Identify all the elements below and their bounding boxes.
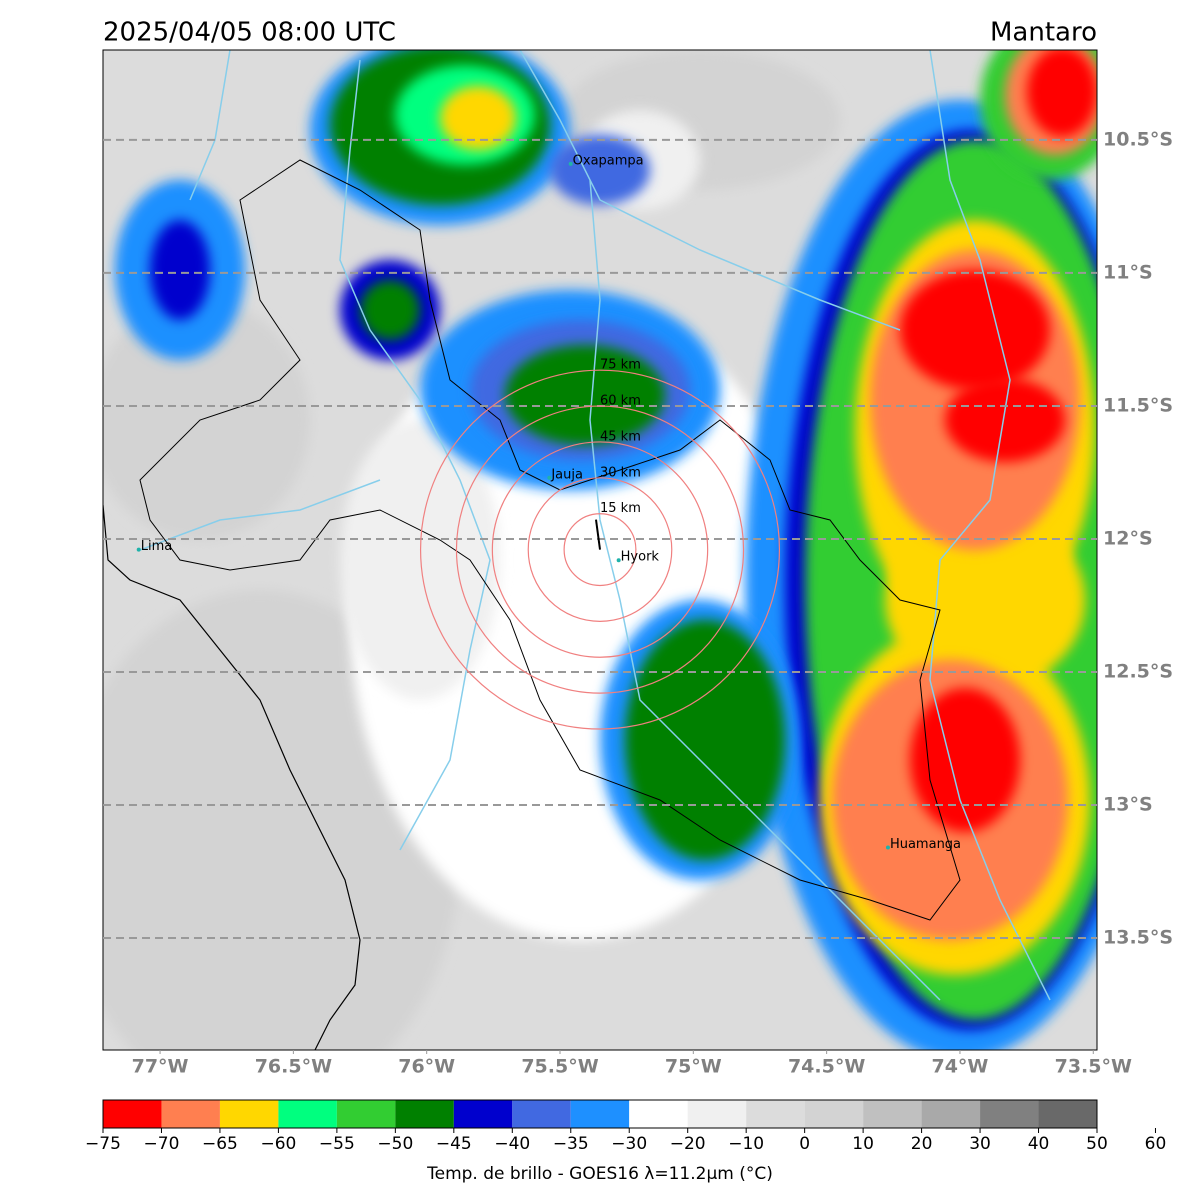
cloud-region <box>440 86 516 150</box>
colorbar-bin <box>570 1100 630 1128</box>
colorbar-label: Temp. de brillo - GOES16 λ=11.2μm (°C) <box>426 1164 773 1184</box>
colorbar-bin <box>512 1100 571 1128</box>
colorbar-tick-label: −30 <box>611 1134 647 1154</box>
colorbar-bin <box>746 1100 805 1128</box>
city-marker <box>136 547 141 552</box>
colorbar-tick-label: 40 <box>1028 1134 1050 1154</box>
cloud-region <box>885 510 1085 690</box>
lon-tick-label: 75°W <box>665 1056 722 1078</box>
city-label: Hyork <box>621 550 660 565</box>
colorbar-bin <box>863 1100 922 1128</box>
lat-tick-label: 13.5°S <box>1103 927 1173 949</box>
lon-tick-label: 75.5°W <box>521 1056 598 1078</box>
city-marker <box>547 475 552 480</box>
map-title: 2025/04/05 08:00 UTC <box>103 18 396 48</box>
border <box>139 159 961 921</box>
lat-tick-label: 12.5°S <box>1103 660 1173 682</box>
colorbar-bin <box>219 1100 279 1128</box>
lon-tick-label: 76.5°W <box>255 1056 332 1078</box>
colorbar-bin <box>278 1100 337 1128</box>
colorbar-tick-label: −10 <box>728 1134 764 1154</box>
lon-tick-label: 73.5°W <box>1055 1056 1132 1078</box>
colorbar-bin <box>395 1100 454 1128</box>
city-marker <box>568 161 573 166</box>
city-label: Lima <box>141 539 172 554</box>
range-ring <box>455 405 745 694</box>
lon-tick-label: 76°W <box>398 1056 455 1078</box>
city-label: Jauja <box>550 467 583 482</box>
colorbar-tick-label: −20 <box>670 1134 706 1154</box>
colorbar-bin <box>921 1100 981 1128</box>
colorbar-bin <box>1038 1100 1097 1128</box>
colorbar-tick-label: −60 <box>260 1134 296 1154</box>
range-label: 60 km <box>600 394 641 409</box>
range-ring <box>419 369 781 730</box>
cloud-region <box>910 688 1020 832</box>
colorbar-tick-label: −35 <box>553 1134 589 1154</box>
lat-tick-label: 10.5°S <box>1103 128 1173 150</box>
colorbar-tick-label: 0 <box>799 1134 810 1154</box>
colorbar-tick-label: −70 <box>144 1134 180 1154</box>
cloud-region <box>340 420 500 700</box>
colorbar-bin <box>161 1100 220 1128</box>
colorbar-tick-label: −75 <box>85 1134 121 1154</box>
cloud-region <box>360 280 420 340</box>
colorbar-tick-label: −55 <box>319 1134 355 1154</box>
city-label: Huamanga <box>890 837 961 852</box>
lat-tick-label: 12°S <box>1103 527 1153 549</box>
range-label: 45 km <box>600 429 641 444</box>
lat-tick-label: 11°S <box>1103 261 1153 283</box>
city-label: Oxapampa <box>573 153 644 168</box>
lon-tick-label: 74.5°W <box>788 1056 865 1078</box>
cloud-region <box>625 620 785 860</box>
colorbar-tick-label: −45 <box>436 1134 472 1154</box>
range-label: 30 km <box>600 465 641 480</box>
colorbar-bin <box>629 1100 688 1128</box>
range-label: 75 km <box>600 358 641 373</box>
colorbar-tick-label: 30 <box>969 1134 991 1154</box>
range-ring <box>563 513 637 587</box>
lon-tick-label: 74°W <box>931 1056 988 1078</box>
range-label: 15 km <box>600 501 641 516</box>
colorbar-tick-label: 10 <box>852 1134 874 1154</box>
colorbar-tick-label: 20 <box>911 1134 933 1154</box>
region-name: Mantaro <box>990 18 1097 48</box>
colorbar-tick-label: −40 <box>494 1134 530 1154</box>
cloud-region <box>103 300 310 540</box>
colorbar-tick-label: 60 <box>1145 1134 1167 1154</box>
lon-tick-label: 77°W <box>132 1056 189 1078</box>
colorbar-bin <box>804 1100 864 1128</box>
range-ring <box>491 441 709 658</box>
coastline <box>103 504 361 1050</box>
cloud-region <box>1027 50 1097 137</box>
colorbar-tick-label: −50 <box>377 1134 413 1154</box>
cloud-region <box>505 345 665 445</box>
colorbar-bin <box>103 1100 162 1128</box>
map-frame <box>102 49 1098 1051</box>
lat-tick-label: 11.5°S <box>1103 394 1173 416</box>
cloud-region <box>900 270 1050 390</box>
colorbar-bin <box>980 1100 1039 1128</box>
cloud-region <box>150 220 210 320</box>
colorbar-bin <box>687 1100 747 1128</box>
satellite-imagery <box>103 50 1097 1050</box>
range-ring <box>527 477 673 622</box>
colorbar-bin <box>336 1100 396 1128</box>
lat-tick-label: 13°S <box>1103 793 1153 815</box>
colorbar-frame <box>102 1099 1098 1129</box>
colorbar-tick-label: −65 <box>202 1134 238 1154</box>
cloud-region <box>550 135 650 205</box>
cloud-region <box>945 378 1065 462</box>
city-marker <box>616 558 621 563</box>
colorbar-bin <box>453 1100 513 1128</box>
colorbar-tick-label: 50 <box>1086 1134 1108 1154</box>
city-marker <box>885 845 890 850</box>
radar-beam <box>595 519 601 550</box>
